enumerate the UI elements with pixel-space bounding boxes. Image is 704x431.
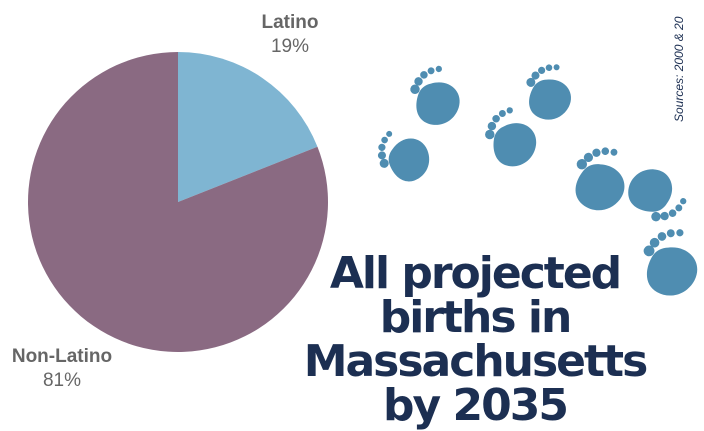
non-latino-category-label: Non-Latino <box>11 346 113 367</box>
baby-footprint-icon <box>628 169 687 222</box>
headline-title: All projected births in Massachusetts by… <box>290 252 660 428</box>
baby-footprint-icon <box>377 130 430 182</box>
headline-line-1: All projected <box>329 248 622 299</box>
pie-slice-latino <box>178 52 318 202</box>
baby-footprints-decoration <box>377 64 698 296</box>
baby-footprint-icon <box>410 65 460 125</box>
latino-percent-label: 19% <box>270 36 310 57</box>
baby-footprint-icon <box>526 64 571 120</box>
baby-footprint-icon <box>643 229 698 296</box>
headline-line-4: by 2035 <box>383 380 569 431</box>
headline-line-3: Massachusetts <box>303 336 649 387</box>
non-latino-percent-label: 81% <box>42 370 82 391</box>
baby-footprint-icon <box>575 147 625 211</box>
headline-line-2: births in <box>379 292 573 343</box>
sources-note: Sources: 2000 & 20 <box>672 16 686 122</box>
latino-category-label: Latino <box>261 12 319 33</box>
pie-slice-non-latino <box>28 52 329 352</box>
latino-slice-label: Latino 19% <box>220 12 360 60</box>
baby-footprint-icon <box>485 107 537 167</box>
non-latino-slice-label: Non-Latino 81% <box>0 346 132 394</box>
